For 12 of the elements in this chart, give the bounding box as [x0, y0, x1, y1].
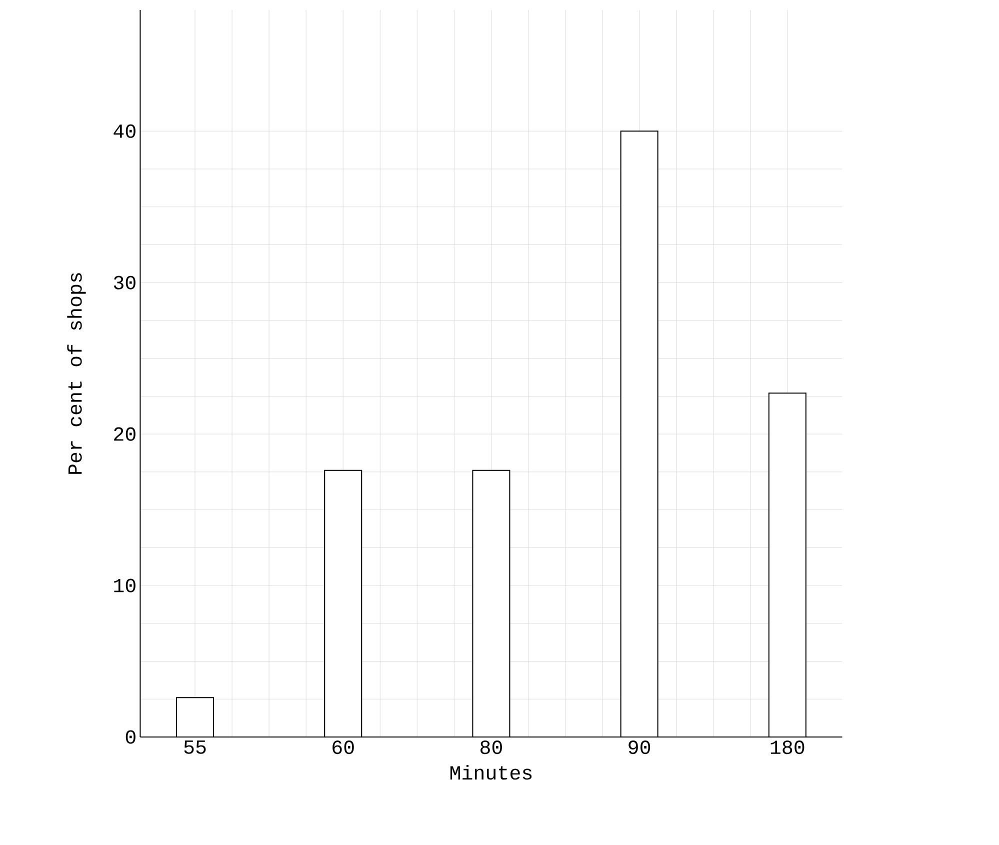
- y-axis-title: Per cent of shops: [67, 273, 86, 474]
- y-tick-label: 10: [114, 578, 136, 592]
- x-tick-label: 80: [480, 740, 502, 754]
- y-tick-label: 20: [114, 427, 136, 441]
- x-axis-title: Minutes: [450, 764, 532, 780]
- y-tick-label: 0: [126, 730, 136, 744]
- y-tick-label: 30: [114, 276, 136, 290]
- x-tick-label: 90: [628, 740, 650, 754]
- y-tick-label: 40: [114, 124, 136, 138]
- x-tick-label: 55: [184, 740, 206, 754]
- x-tick-label: 180: [770, 740, 804, 754]
- x-tick-label: 60: [332, 740, 354, 754]
